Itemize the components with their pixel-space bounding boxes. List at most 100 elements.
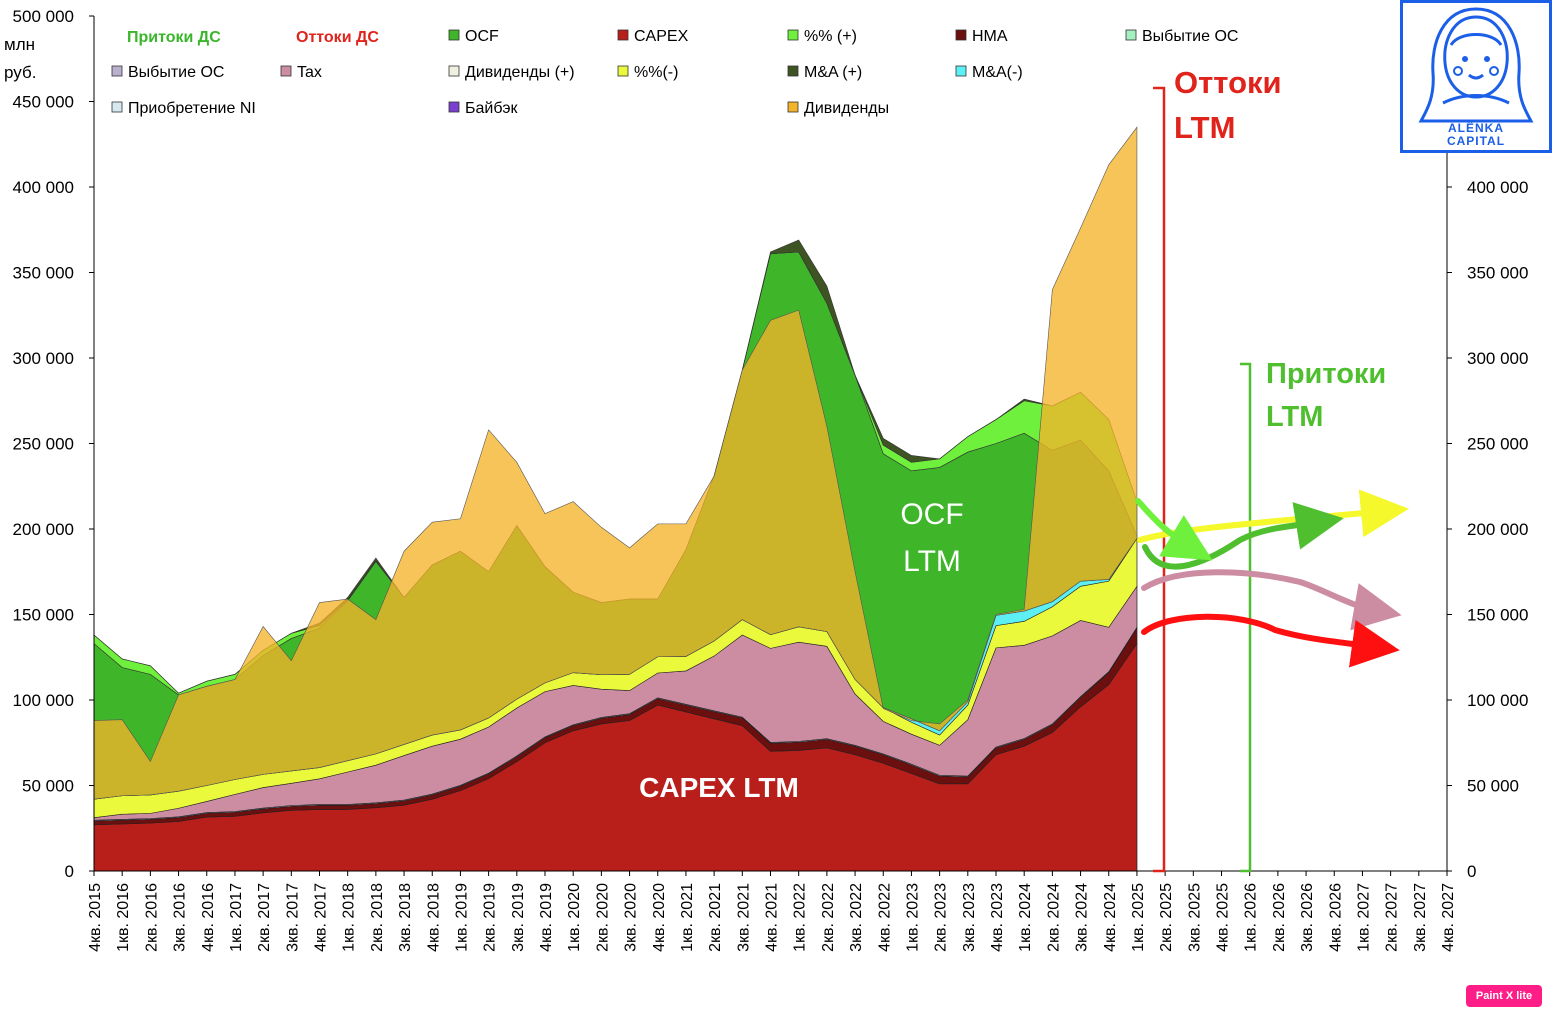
ocf-ltm-label-line2: LTM: [903, 545, 961, 578]
legend-item-label: НМА: [972, 28, 1008, 45]
x-tick-label: 2кв. 2026: [1271, 883, 1288, 952]
logo-line1: ALЁNKA: [1447, 121, 1505, 135]
green-forecast-arrow: [1142, 502, 1344, 570]
legend-swatch: [955, 65, 967, 77]
right-y-tick-label: 250 000: [1467, 435, 1528, 454]
alenka-capital-logo: ALЁNKA CAPITAL: [1400, 0, 1552, 153]
x-tick-label: 4кв. 2021: [764, 883, 781, 952]
left-y-tick-label: 0: [65, 862, 74, 881]
x-tick-label: 2кв. 2025: [1158, 883, 1175, 952]
x-tick-label: 3кв. 2023: [961, 883, 978, 952]
legend-item-label: CAPEX: [634, 28, 689, 45]
x-tick-label: 1кв. 2019: [453, 883, 470, 952]
axes: 0 50 000 100 000 150 000 200 000 250 000 300 0…: [13, 7, 1529, 952]
x-tick-label: 1кв. 2026: [1243, 883, 1260, 952]
x-tick-label: 4кв. 2027: [1440, 883, 1457, 952]
right-y-tick-label: 100 000: [1467, 691, 1528, 710]
inflows-ltm-label-line2: LTM: [1266, 401, 1323, 433]
right-y-tick-label: 200 000: [1467, 520, 1528, 539]
logo-text: ALЁNKA CAPITAL: [1403, 122, 1549, 148]
area-labels: Оттоки LTM Притоки LTM OCF LTM CAPEX LTM: [639, 65, 1386, 803]
right-y-tick-label: 150 000: [1467, 606, 1528, 625]
outflows-ltm-label-line2: LTM: [1174, 110, 1235, 145]
legend-item-label: OCF: [465, 28, 499, 45]
right-y-tick-label: 300 000: [1467, 349, 1528, 368]
x-tick-label: 1кв. 2021: [679, 883, 696, 952]
legend-swatch: [787, 65, 799, 77]
x-tick-label: 3кв. 2027: [1412, 883, 1429, 952]
forecast-arrows: [1135, 489, 1409, 668]
outflows-ltm-bracket: [1153, 86, 1166, 873]
x-tick-label: 3кв. 2016: [172, 883, 189, 952]
left-y-tick-label: 100 000: [13, 691, 74, 710]
ocf-ltm-label-line1: OCF: [900, 498, 963, 531]
x-tick-label: 4кв. 2017: [313, 883, 330, 952]
legend-swatch: [1125, 29, 1137, 41]
left-y-tick-label: 300 000: [13, 349, 74, 368]
legend-swatch: [111, 65, 123, 77]
x-tick-label: 1кв. 2024: [1017, 883, 1034, 952]
y-unit-label-line: млн: [4, 35, 35, 54]
legend-item-label: Приобретение NI: [128, 100, 256, 117]
legend-swatch: [448, 101, 460, 113]
x-tick-label: 3кв. 2026: [1299, 883, 1316, 952]
x-tick-label: 1кв. 2027: [1355, 883, 1372, 952]
x-tick-label: 2кв. 2024: [1045, 883, 1062, 952]
x-tick-label: 2кв. 2023: [933, 883, 950, 952]
x-tick-label: 2кв. 2017: [256, 883, 273, 952]
x-tick-label: 4кв. 2016: [200, 883, 217, 952]
x-tick-label: 4кв. 2026: [1327, 883, 1344, 952]
left-y-tick-label: 350 000: [13, 264, 74, 283]
x-tick-label: 4кв. 2020: [651, 883, 668, 952]
x-tick-label: 1кв. 2025: [1130, 883, 1147, 952]
legend-item-label: Байбэк: [465, 100, 518, 117]
legend-item-label: Дивиденды: [804, 100, 889, 117]
ltm-brackets: [1153, 86, 1252, 873]
left-y-tick-label: 400 000: [13, 178, 74, 197]
x-tick-label: 4кв. 2024: [1102, 883, 1119, 952]
legend-item-label: Выбытие ОС: [128, 64, 224, 81]
pink-forecast-arrow: [1141, 569, 1402, 631]
x-tick-label: 4кв. 2023: [989, 883, 1006, 952]
x-tick-label: 4кв. 2022: [876, 883, 893, 952]
left-y-tick-label: 450 000: [13, 93, 74, 112]
red-forecast-arrow: [1141, 613, 1400, 668]
x-tick-label: 4кв. 2015: [87, 883, 104, 952]
legend-item-label: Дивиденды (+): [465, 64, 575, 81]
legend-item-label: M&A(-): [972, 64, 1023, 81]
outflow-area-dividends: [93, 126, 1138, 800]
x-tick-label: 1кв. 2017: [228, 883, 245, 952]
right-y-tick-label: 400 000: [1467, 178, 1528, 197]
inflows-ltm-label-line1: Притоки: [1266, 358, 1386, 390]
left-y-tick-label: 250 000: [13, 435, 74, 454]
legend-swatch: [617, 65, 629, 77]
left-y-tick-label: 200 000: [13, 520, 74, 539]
left-y-tick-label: 50 000: [22, 777, 74, 796]
x-tick-label: 3кв. 2018: [397, 883, 414, 952]
legend-swatch: [787, 29, 799, 41]
x-tick-label: 2кв. 2016: [143, 883, 160, 952]
legend-swatch: [617, 29, 629, 41]
light-green-forecast-arrow: [1135, 498, 1213, 561]
matryoshka-icon: [1418, 7, 1534, 123]
stacked-areas: [93, 126, 1138, 872]
legend: Притоки ДС Оттоки ДС OCF CAPEX %% (+) НМА Выбы…: [111, 28, 1238, 117]
legend-swatch: [787, 101, 799, 113]
x-tick-label: 2кв. 2018: [369, 883, 386, 952]
x-tick-label: 1кв. 2020: [566, 883, 583, 952]
legend-swatch: [448, 29, 460, 41]
x-tick-label: 3кв. 2020: [623, 883, 640, 952]
legend-item-label: Tax: [297, 64, 322, 81]
legend-item-label: %% (+): [804, 28, 857, 45]
inflows-ltm-bracket: [1240, 362, 1252, 873]
legend-inflows-header: Притоки ДС: [127, 29, 221, 46]
paint-x-lite-badge: Paint X lite: [1466, 985, 1542, 1007]
right-y-tick-label: 350 000: [1467, 264, 1528, 283]
x-tick-label: 1кв. 2018: [341, 883, 358, 952]
x-tick-label: 1кв. 2022: [792, 883, 809, 952]
left-y-tick-label: 150 000: [13, 606, 74, 625]
legend-swatch: [280, 65, 292, 77]
right-y-tick-label: 50 000: [1467, 777, 1519, 796]
x-tick-label: 3кв. 2024: [1074, 883, 1091, 952]
